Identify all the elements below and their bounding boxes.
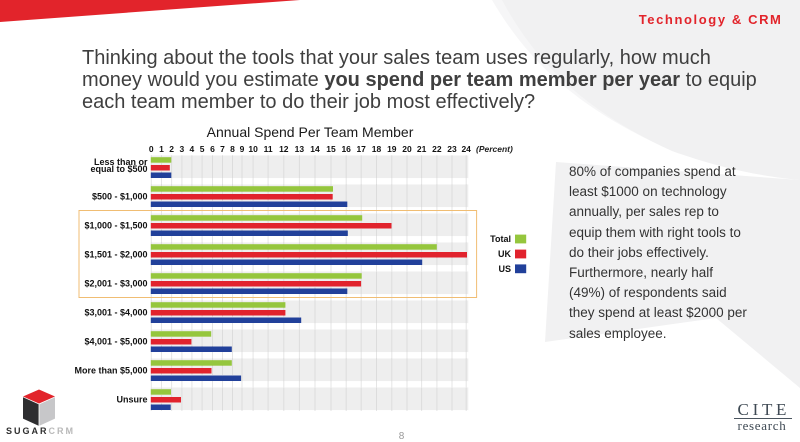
svg-text:SUGARCRM: SUGARCRM bbox=[6, 426, 75, 436]
